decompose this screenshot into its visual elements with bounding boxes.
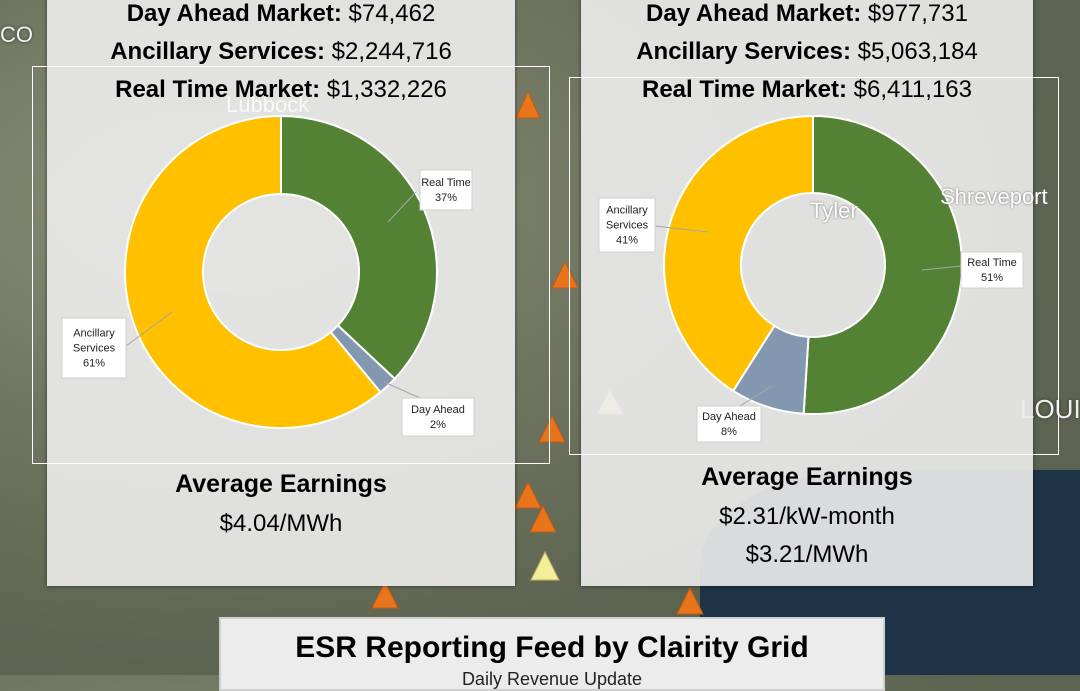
map-label-shreveport: Shreveport <box>940 184 1048 209</box>
day-ahead-label: Day Ahead Market: <box>646 0 862 27</box>
real-time-line: Real Time Market: $6,411,163 <box>581 76 1033 104</box>
ancillary-value: $5,063,184 <box>857 38 978 65</box>
day-ahead-label: Day Ahead Market: <box>126 0 342 27</box>
map-marker <box>515 90 541 119</box>
day-ahead-value: $74,462 <box>348 0 436 27</box>
average-earnings-title: Average Earnings <box>175 470 387 498</box>
chart-frame-right <box>569 77 1059 455</box>
map-marker <box>551 260 579 289</box>
footer-title: ESR Reporting Feed by Clairity Grid <box>295 631 809 664</box>
day-ahead-line: Day Ahead Market: $977,731 <box>581 0 1033 28</box>
ancillary-label: Ancillary Services: <box>110 38 325 65</box>
map-markers <box>371 90 704 615</box>
ancillary-line: Ancillary Services: $2,244,716 <box>47 38 515 66</box>
average-earnings-value-mwh: $3.21/MWh <box>745 541 869 568</box>
real-time-label: Real Time Market: <box>642 76 847 103</box>
average-earnings-value-kw: $2.31/kW-month <box>719 503 895 530</box>
map-marker-yellow <box>530 550 560 581</box>
map-label-co: CO <box>0 22 33 47</box>
map-marker <box>538 414 566 443</box>
real-time-value: $1,332,226 <box>326 76 447 103</box>
day-ahead-line: Day Ahead Market: $74,462 <box>47 0 515 28</box>
map-label-lubbock: Lubbock <box>226 92 310 117</box>
ancillary-label: Ancillary Services: <box>636 38 851 65</box>
average-earnings-value: $4.04/MWh <box>219 510 343 537</box>
footer-subtitle: Daily Revenue Update <box>461 669 643 689</box>
map-marker <box>676 586 704 615</box>
map-label-tyler: Tyler <box>810 198 858 223</box>
map-marker <box>529 504 557 533</box>
real-time-line: Real Time Market: $1,332,226 <box>47 76 515 104</box>
map-marker <box>371 580 399 609</box>
real-time-value: $6,411,163 <box>853 76 972 103</box>
chart-frame-left <box>32 66 550 464</box>
ancillary-line: Ancillary Services: $5,063,184 <box>581 38 1033 66</box>
real-time-label: Real Time Market: <box>115 76 321 103</box>
day-ahead-value: $977,731 <box>867 0 968 27</box>
ancillary-value: $2,244,716 <box>331 38 452 65</box>
average-earnings-title: Average Earnings <box>701 463 913 491</box>
map-marker <box>514 480 542 509</box>
footer-banner: ESR Reporting Feed by Clairity Grid Dail… <box>219 617 885 691</box>
